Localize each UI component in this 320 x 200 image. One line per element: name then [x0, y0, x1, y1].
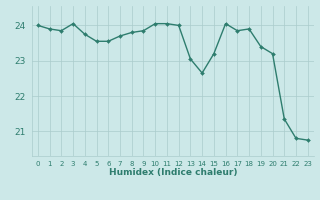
- X-axis label: Humidex (Indice chaleur): Humidex (Indice chaleur): [108, 168, 237, 177]
